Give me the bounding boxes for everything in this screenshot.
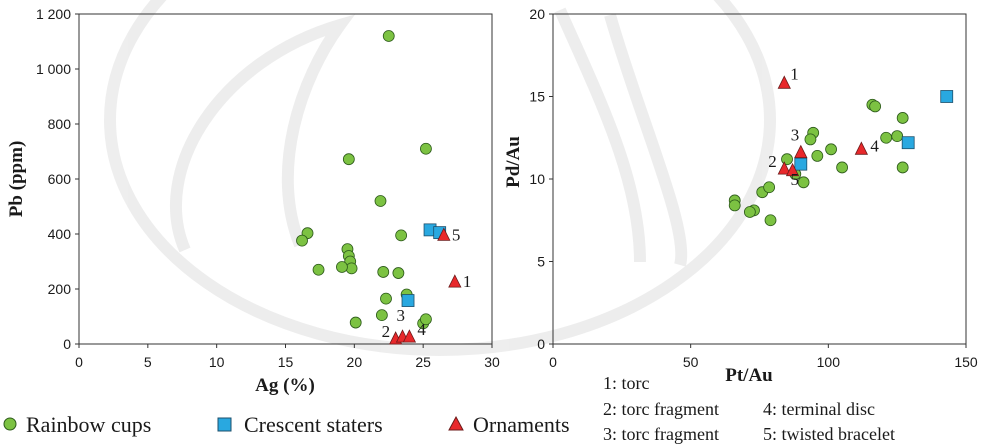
legend-label-rainbow-cups: Rainbow cups (26, 412, 151, 437)
y-tick-label: 1 200 (36, 6, 71, 22)
point-label: 5 (452, 225, 461, 244)
y-tick-label: 400 (48, 226, 72, 242)
data-point-triangle (854, 141, 869, 155)
data-point-circle (380, 292, 392, 305)
y-tick-label: 0 (63, 336, 71, 352)
data-point-triangle (785, 162, 800, 177)
data-point-circle (797, 176, 810, 189)
x-tick-label: 50 (683, 354, 699, 370)
data-point-circle (382, 30, 395, 42)
y-axis-label-right: Pd/Au (503, 136, 524, 188)
data-point-circle (392, 267, 405, 279)
data-point-circle (420, 142, 432, 155)
legend: Rainbow cups Crescent staters Ornaments (3, 412, 570, 437)
legend-label-ornaments: Ornaments (473, 412, 570, 437)
annotation-5: 5: twisted bracelet (763, 424, 895, 444)
point-label: 4 (417, 320, 426, 339)
data-point-circle (804, 133, 817, 146)
data-point-circle (896, 161, 909, 174)
data-point-triangle (437, 227, 451, 241)
data-point-circle (342, 153, 355, 166)
data-point-circle (420, 313, 432, 326)
data-point-triangle (402, 329, 417, 343)
watermark-logo (104, 0, 776, 356)
data-point-triangle (777, 75, 791, 89)
point-label: 1 (463, 272, 472, 291)
data-point-circle (296, 234, 308, 247)
data-point-circle (764, 214, 777, 227)
data-point-square (940, 90, 954, 103)
x-tick-label: 20 (347, 354, 363, 370)
data-point-circle (312, 263, 325, 276)
annotation-1: 1: torc (603, 373, 650, 393)
data-point-square (401, 294, 415, 307)
data-point-triangle (448, 274, 462, 288)
y-tick-label: 200 (48, 281, 72, 297)
y-tick-label: 0 (537, 336, 545, 352)
x-tick-label: 100 (817, 354, 841, 370)
triangle-marker-icon (448, 415, 464, 431)
y-tick-label: 800 (48, 116, 72, 132)
x-axis-label-right: Pt/Au (725, 365, 773, 386)
point-label: 3 (397, 306, 406, 325)
data-point-circle (395, 229, 408, 242)
annotation-key: 1: torc 2: torc fragment 3: torc fragmen… (603, 373, 895, 444)
data-point-circle (374, 195, 387, 207)
legend-item-crescent-staters: Crescent staters (217, 412, 383, 437)
x-tick-label: 15 (278, 354, 294, 370)
data-point-circle (836, 161, 848, 174)
y-tick-label: 15 (529, 89, 545, 105)
x-tick-label: 0 (549, 354, 557, 370)
x-tick-label: 30 (484, 354, 500, 370)
data-point-circle (743, 206, 756, 218)
data-point-circle (781, 153, 793, 166)
x-tick-label: 5 (144, 354, 152, 370)
data-point-circle (349, 316, 362, 329)
data-point-circle (825, 143, 837, 156)
y-tick-label: 5 (537, 254, 545, 270)
y-tick-label: 20 (529, 6, 545, 22)
x-tick-label: 0 (75, 354, 83, 370)
data-point-circle (336, 261, 348, 273)
legend-label-crescent-staters: Crescent staters (244, 412, 383, 437)
data-point-square (901, 136, 915, 150)
data-point-square (794, 157, 808, 171)
square-marker-icon (217, 417, 232, 432)
point-label: 2 (382, 322, 391, 341)
point-label: 3 (791, 126, 800, 145)
data-point-circle (345, 262, 358, 275)
point-label: 1 (790, 64, 799, 83)
x-tick-label: 10 (209, 354, 225, 370)
point-label: 5 (791, 170, 800, 189)
data-point-triangle (777, 161, 791, 175)
point-label: 4 (870, 136, 879, 155)
y-axis-label-left: Pb (ppm) (6, 141, 27, 218)
data-point-triangle (794, 144, 808, 159)
data-point-circle (375, 309, 388, 322)
data-point-circle (869, 100, 882, 113)
data-point-circle (880, 131, 893, 144)
data-point-circle (811, 149, 824, 162)
y-tick-label: 10 (529, 171, 545, 187)
y-tick-label: 600 (48, 171, 72, 187)
circle-marker-icon (3, 417, 17, 431)
x-tick-label: 150 (954, 354, 978, 370)
data-point-circle (896, 112, 909, 124)
annotation-4: 4: terminal disc (763, 399, 875, 419)
x-tick-label: 25 (415, 354, 431, 370)
data-point-circle (891, 130, 904, 143)
annotation-2: 2: torc fragment (603, 399, 719, 419)
data-point-circle (728, 199, 741, 212)
x-axis-label-left: Ag (%) (255, 375, 315, 396)
data-point-circle (377, 266, 390, 278)
data-point-circle (763, 181, 776, 194)
y-tick-label: 1 000 (36, 61, 71, 77)
annotation-3: 3: torc fragment (603, 424, 719, 444)
legend-item-rainbow-cups: Rainbow cups (3, 412, 151, 437)
legend-item-ornaments: Ornaments (448, 412, 570, 437)
point-label: 2 (768, 152, 777, 171)
